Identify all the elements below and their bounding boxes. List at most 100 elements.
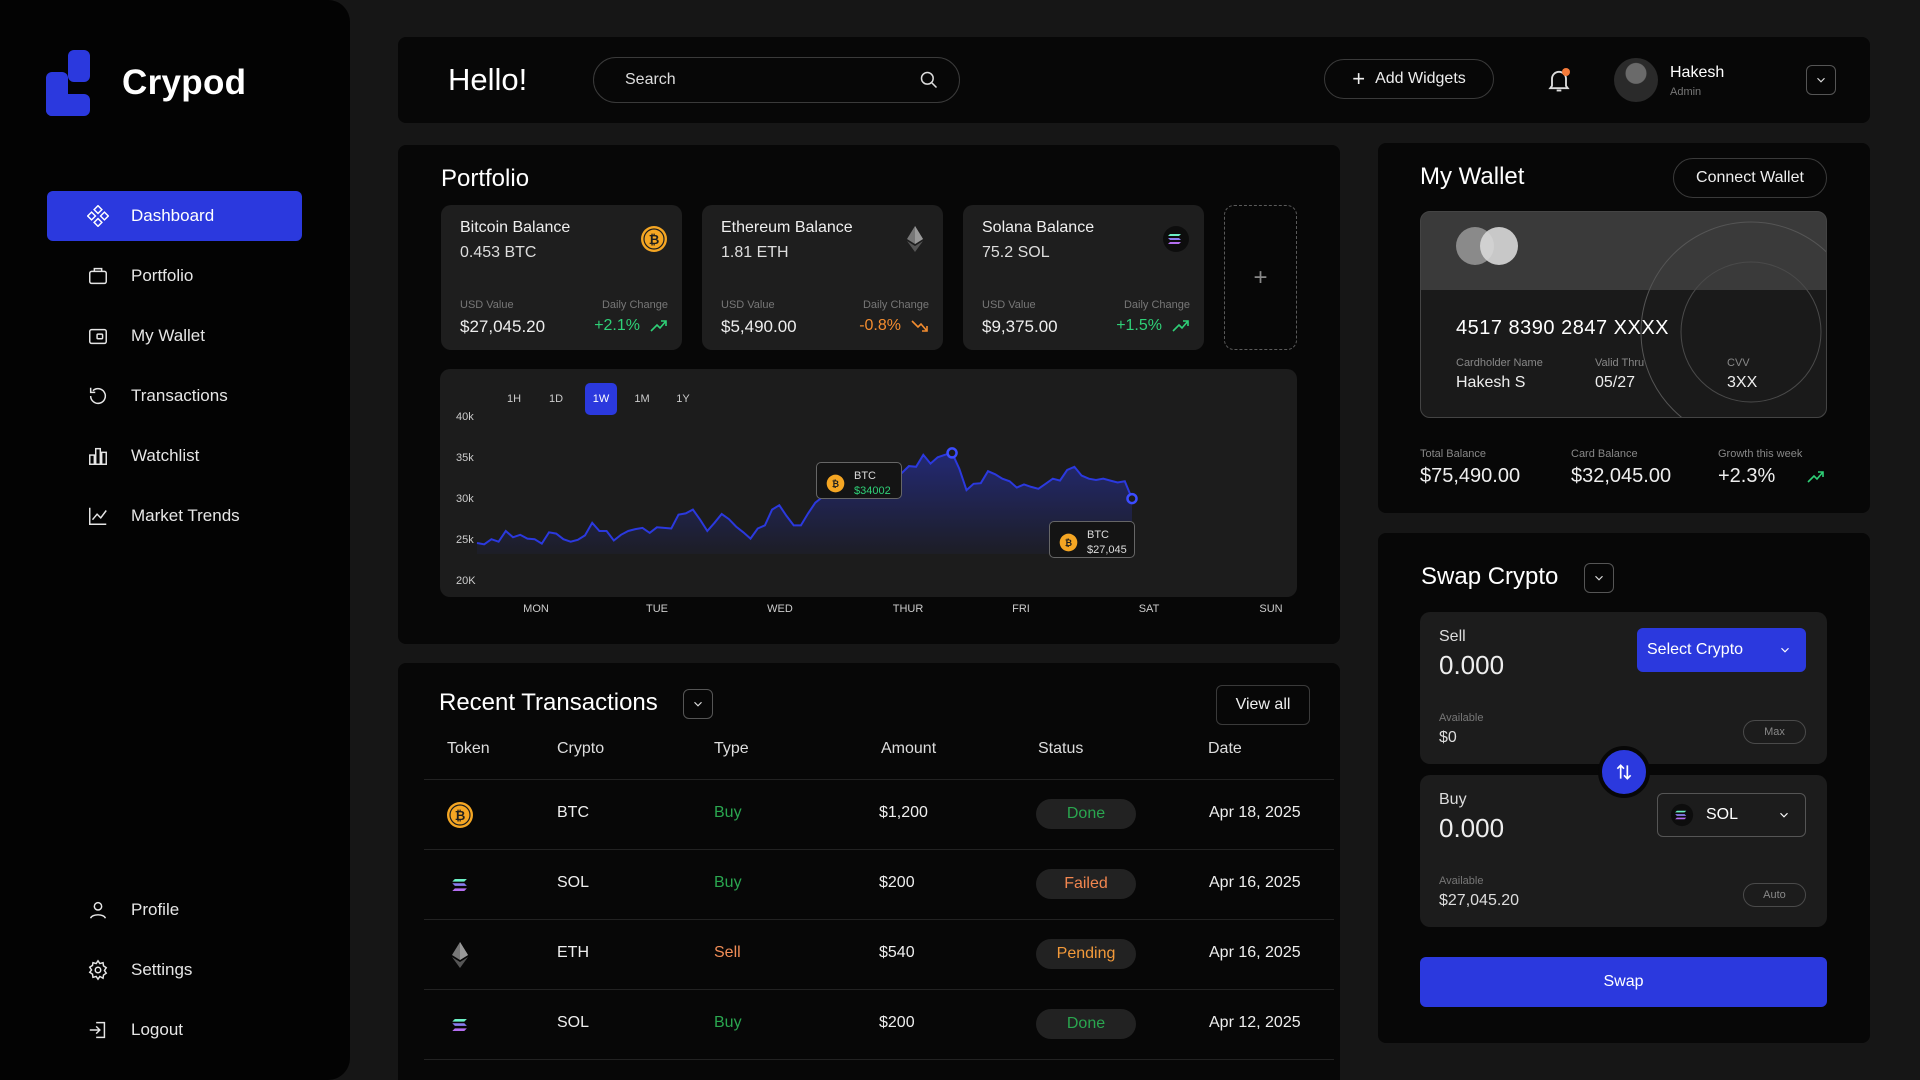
nav-transactions[interactable]: Transactions [47,371,302,421]
history-icon [87,385,109,407]
swap-button[interactable]: Swap [1420,957,1827,1007]
nav-watchlist[interactable]: Watchlist [47,431,302,481]
swap-title: Swap Crypto [1421,563,1559,590]
usd-label: USD Value [460,299,514,311]
change-value: -0.8% [859,317,901,334]
logo[interactable]: Crypod [46,50,246,116]
card-name: Solana Balance [982,219,1095,236]
holder-label: Cardholder Name [1456,357,1543,369]
price-chart: 1H 1D 1W 1M 1Y 40k 35k 30k 25k 20K ₿ BTC $34… [440,369,1297,597]
chevron-down-icon [1595,575,1603,581]
buy-box: Buy 0.000 SOL Available $27,045.20 Auto [1420,775,1827,927]
swap-options-button[interactable] [1584,563,1614,593]
usd-label: USD Value [982,299,1036,311]
notification-bell-icon[interactable] [1545,66,1573,94]
user-role: Admin [1670,86,1702,98]
ethereum-balance-card[interactable]: Ethereum Balance 1.81 ETH USD Value Dail… [702,205,943,350]
daily-change: +2.1% [594,317,668,335]
timeframe-1w[interactable]: 1W [585,383,617,415]
add-widgets-button[interactable]: + Add Widgets [1324,59,1494,99]
solana-balance-card[interactable]: Solana Balance 75.2 SOL USD Value Daily … [963,205,1204,350]
svg-text:₿: ₿ [832,479,839,490]
logo-mark [46,50,92,116]
buy-label: Buy [1439,791,1467,808]
dashboard-icon [87,205,109,227]
logout-icon [87,1019,109,1041]
card-name: Ethereum Balance [721,219,853,236]
avatar[interactable] [1614,58,1658,102]
nav-settings[interactable]: Settings [47,945,302,995]
change-label: Daily Change [601,299,668,311]
nav-label: Portfolio [131,266,194,285]
growth-value: +2.3% [1718,465,1776,487]
view-all-button[interactable]: View all [1216,685,1310,725]
change-value: +1.5% [1116,317,1162,334]
usd-value: $27,045.20 [460,317,546,336]
card-name: Bitcoin Balance [460,219,571,236]
nav-portfolio[interactable]: Portfolio [47,251,302,301]
timeframe-1m[interactable]: 1M [634,393,650,405]
user-menu-button[interactable] [1806,65,1836,95]
cvv-value: 3XX [1727,374,1758,391]
plus-icon: + [1352,66,1366,91]
nav-profile[interactable]: Profile [47,885,302,935]
transactions-panel: Recent Transactions View all Token Crypt… [398,663,1340,1080]
swap-direction-button[interactable] [1598,746,1650,798]
view-all-label: View all [1235,696,1291,713]
sell-amount-input[interactable]: 0.000 [1439,650,1505,680]
search-input[interactable]: Search [593,57,960,103]
add-coin-card-button[interactable]: + [1224,205,1297,350]
peak-marker[interactable] [946,447,958,459]
chart-tooltip-current: ₿ BTC $27,045 [1049,521,1135,558]
cvv-label: CVV [1727,357,1750,369]
x-tick: THUR [892,603,924,615]
chevron-down-icon [1817,77,1825,83]
table-row[interactable]: ETH Sell $540 Pending Apr 16, 2025 [424,919,1334,989]
buy-token-label: SOL [1706,806,1739,823]
nav-logout[interactable]: Logout [47,1005,302,1055]
select-crypto-dropdown[interactable]: Select Crypto [1637,628,1806,672]
col-header-crypto: Crypto [557,740,605,757]
timeframe-1d[interactable]: 1D [548,393,564,405]
amount-cell: $200 [879,1014,915,1031]
col-header-type: Type [714,740,749,757]
credit-card[interactable]: 4517 8390 2847 XXXX Cardholder Name Hake… [1420,211,1827,418]
date-cell: Apr 16, 2025 [1209,944,1301,961]
card-balance-label: Card Balance [1571,448,1638,460]
nav-label: Settings [131,960,193,979]
auto-button[interactable]: Auto [1743,883,1806,907]
x-tick: SUN [1259,603,1283,615]
sell-box: Sell 0.000 Select Crypto Available $0 Ma… [1420,612,1827,764]
bitcoin-balance-card[interactable]: Bitcoin Balance 0.453 BTC ₿ USD Value Da… [441,205,682,350]
table-row[interactable]: ₿ BTC Buy $1,200 Done Apr 18, 2025 [424,779,1334,849]
nav-dashboard[interactable]: Dashboard [47,191,302,241]
max-button[interactable]: Max [1743,720,1806,744]
nav-my-wallet[interactable]: My Wallet [47,311,302,361]
table-row[interactable]: SOL Buy $200 Failed Apr 16, 2025 [424,849,1334,919]
plus-icon: + [1253,263,1268,291]
x-tick: SAT [1138,603,1160,615]
nav-market-trends[interactable]: Market Trends [47,491,302,541]
connect-wallet-button[interactable]: Connect Wallet [1673,158,1827,198]
nav-label: Market Trends [131,506,240,525]
crypto-cell: ETH [557,944,589,961]
usd-value: $5,490.00 [721,317,797,336]
buy-token-dropdown[interactable]: SOL [1657,793,1806,837]
table-row[interactable]: SOL Buy $200 Done Apr 12, 2025 [424,989,1334,1059]
trend-up-icon [650,320,667,332]
transactions-filter-button[interactable] [683,689,713,719]
user-name: Hakesh [1670,64,1725,81]
card-number: 4517 8390 2847 XXXX [1456,317,1670,339]
timeframe-1y[interactable]: 1Y [676,393,690,405]
col-header-token: Token [447,740,490,757]
x-tick: FRI [1012,603,1030,615]
status-badge: Done [1036,799,1136,829]
user-icon [87,899,109,921]
current-marker[interactable] [1126,492,1138,505]
buy-amount-input[interactable]: 0.000 [1439,813,1505,843]
timeframe-1h[interactable]: 1H [506,393,522,405]
amount-cell: $540 [879,944,915,961]
bitcoin-icon: ₿ [1059,533,1078,552]
chart-tooltip-high: ₿ BTC $34002 [816,462,902,499]
type-cell: Buy [714,804,742,821]
